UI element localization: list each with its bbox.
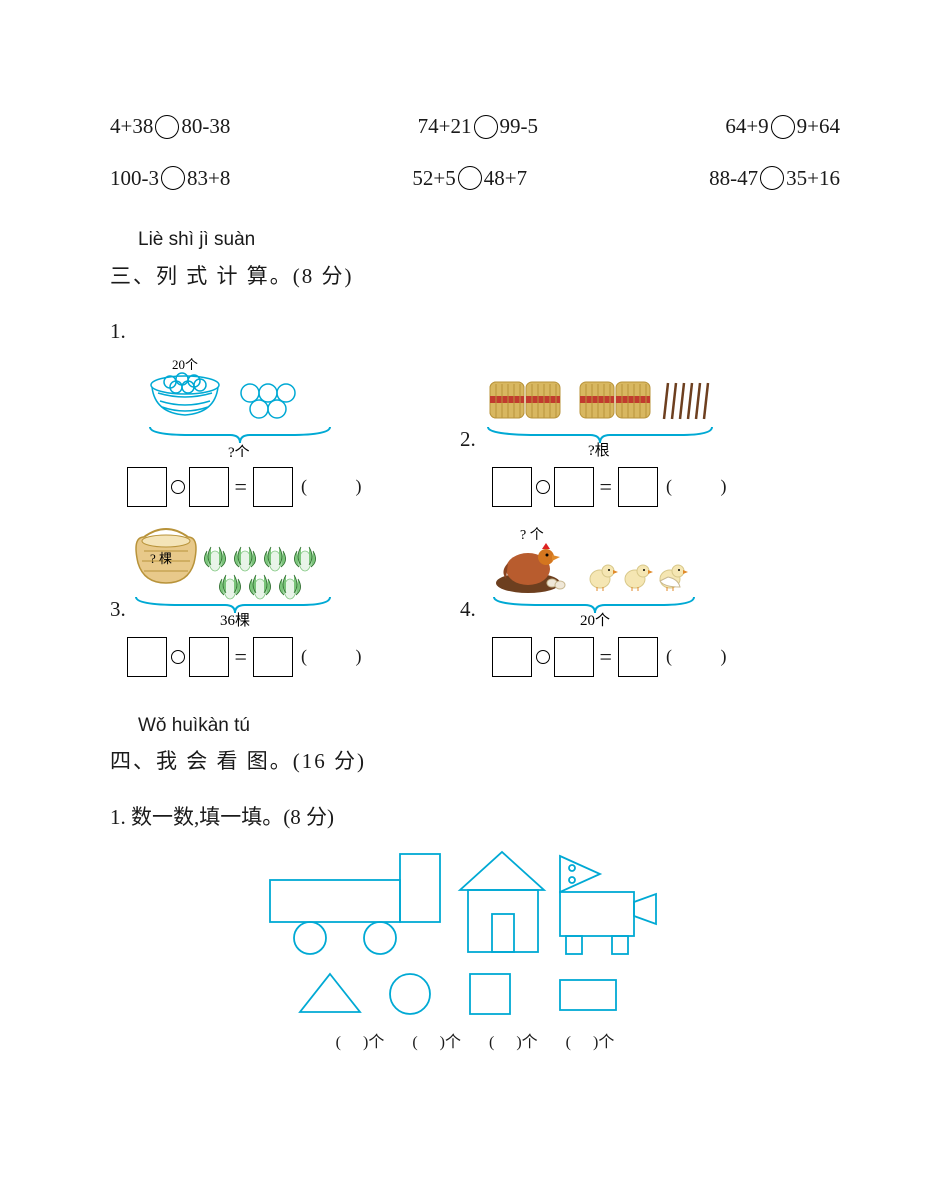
- equals-sign: =: [235, 469, 247, 504]
- cmp-5: 52+548+7: [412, 162, 527, 196]
- sec4-pinyin: Wǒ huìkàn tú: [138, 711, 840, 741]
- q3-q4-row: 3. ? 棵: [110, 527, 840, 677]
- sec4-title: 四、我 会 看 图。(16 分): [110, 745, 840, 779]
- q4-brace-label: 20个: [580, 612, 610, 627]
- shapes-figure: [260, 844, 690, 1024]
- operator-circle[interactable]: [171, 480, 185, 494]
- circle-icon[interactable]: [760, 166, 784, 190]
- circle-icon[interactable]: [458, 166, 482, 190]
- answer-box[interactable]: [492, 467, 532, 507]
- cmp-3: 64+99+64: [725, 110, 840, 144]
- q3-equation: = ( ): [110, 637, 400, 677]
- cmp-1: 4+3880-38: [110, 110, 230, 144]
- answer-box[interactable]: [253, 637, 293, 677]
- answer-box[interactable]: [189, 637, 229, 677]
- sec3-pinyin: Liè shì jì suàn: [138, 225, 840, 255]
- unit-paren[interactable]: ( ): [666, 472, 749, 501]
- q1-figure: 20个 ?个: [140, 357, 370, 457]
- count-circle[interactable]: ( )个: [412, 1030, 461, 1056]
- equals-sign: =: [600, 639, 612, 674]
- q3-figure: ? 棵 36棵: [130, 527, 380, 627]
- circle-icon[interactable]: [474, 115, 498, 139]
- q3: 3. ? 棵: [110, 527, 400, 677]
- q4-index: 4.: [460, 593, 480, 627]
- unit-paren[interactable]: ( ): [301, 642, 384, 671]
- q2-equation: = ( ): [460, 467, 780, 507]
- q4: 4. ? 个: [460, 527, 780, 677]
- q1-q2-row: 20个 ?个: [110, 357, 840, 507]
- q4-equation: = ( ): [460, 637, 780, 677]
- answer-box[interactable]: [492, 637, 532, 677]
- circle-icon[interactable]: [771, 115, 795, 139]
- q3-index: 3.: [110, 593, 130, 627]
- operator-circle[interactable]: [536, 480, 550, 494]
- q1-equation: = ( ): [110, 467, 400, 507]
- cmp-6: 88-4735+16: [709, 162, 840, 196]
- q2: 2. ?根: [460, 377, 780, 507]
- compare-row-2: 100-383+8 52+548+7 88-4735+16: [110, 162, 840, 196]
- q2-figure: ?根: [480, 377, 760, 457]
- q3-brace-label: 36棵: [220, 612, 250, 627]
- q3-basket-label: ? 棵: [150, 551, 172, 566]
- q2-brace-label: ?根: [588, 442, 610, 457]
- q2-index: 2.: [460, 423, 480, 457]
- answer-box[interactable]: [618, 467, 658, 507]
- unit-paren[interactable]: ( ): [666, 642, 749, 671]
- count-triangle[interactable]: ( )个: [336, 1030, 385, 1056]
- sec3-title: 三、列 式 计 算。(8 分): [110, 260, 840, 294]
- q1-brace-label: ?个: [228, 444, 250, 457]
- shape-count-row: ( )个 ( )个 ( )个 ( )个: [110, 1030, 840, 1056]
- count-rectangle[interactable]: ( )个: [566, 1030, 615, 1056]
- q1: 20个 ?个: [110, 357, 400, 507]
- circle-icon[interactable]: [161, 166, 185, 190]
- count-square[interactable]: ( )个: [489, 1030, 538, 1056]
- cmp-4: 100-383+8: [110, 162, 230, 196]
- equals-sign: =: [600, 469, 612, 504]
- cmp-2: 74+2199-5: [418, 110, 538, 144]
- answer-box[interactable]: [253, 467, 293, 507]
- answer-box[interactable]: [554, 467, 594, 507]
- circle-icon[interactable]: [155, 115, 179, 139]
- sec4-sub1: 1. 数一数,填一填。(8 分): [110, 801, 840, 835]
- operator-circle[interactable]: [171, 650, 185, 664]
- answer-box[interactable]: [189, 467, 229, 507]
- unit-paren[interactable]: ( ): [301, 472, 384, 501]
- q1-index: 1.: [110, 315, 840, 349]
- answer-box[interactable]: [127, 467, 167, 507]
- answer-box[interactable]: [554, 637, 594, 677]
- compare-row-1: 4+3880-38 74+2199-5 64+99+64: [110, 110, 840, 144]
- q1-top-label: 20个: [172, 357, 198, 372]
- operator-circle[interactable]: [536, 650, 550, 664]
- q4-top-label: ? 个: [520, 527, 544, 543]
- q4-figure: ? 个: [480, 527, 740, 627]
- equals-sign: =: [235, 639, 247, 674]
- answer-box[interactable]: [618, 637, 658, 677]
- answer-box[interactable]: [127, 637, 167, 677]
